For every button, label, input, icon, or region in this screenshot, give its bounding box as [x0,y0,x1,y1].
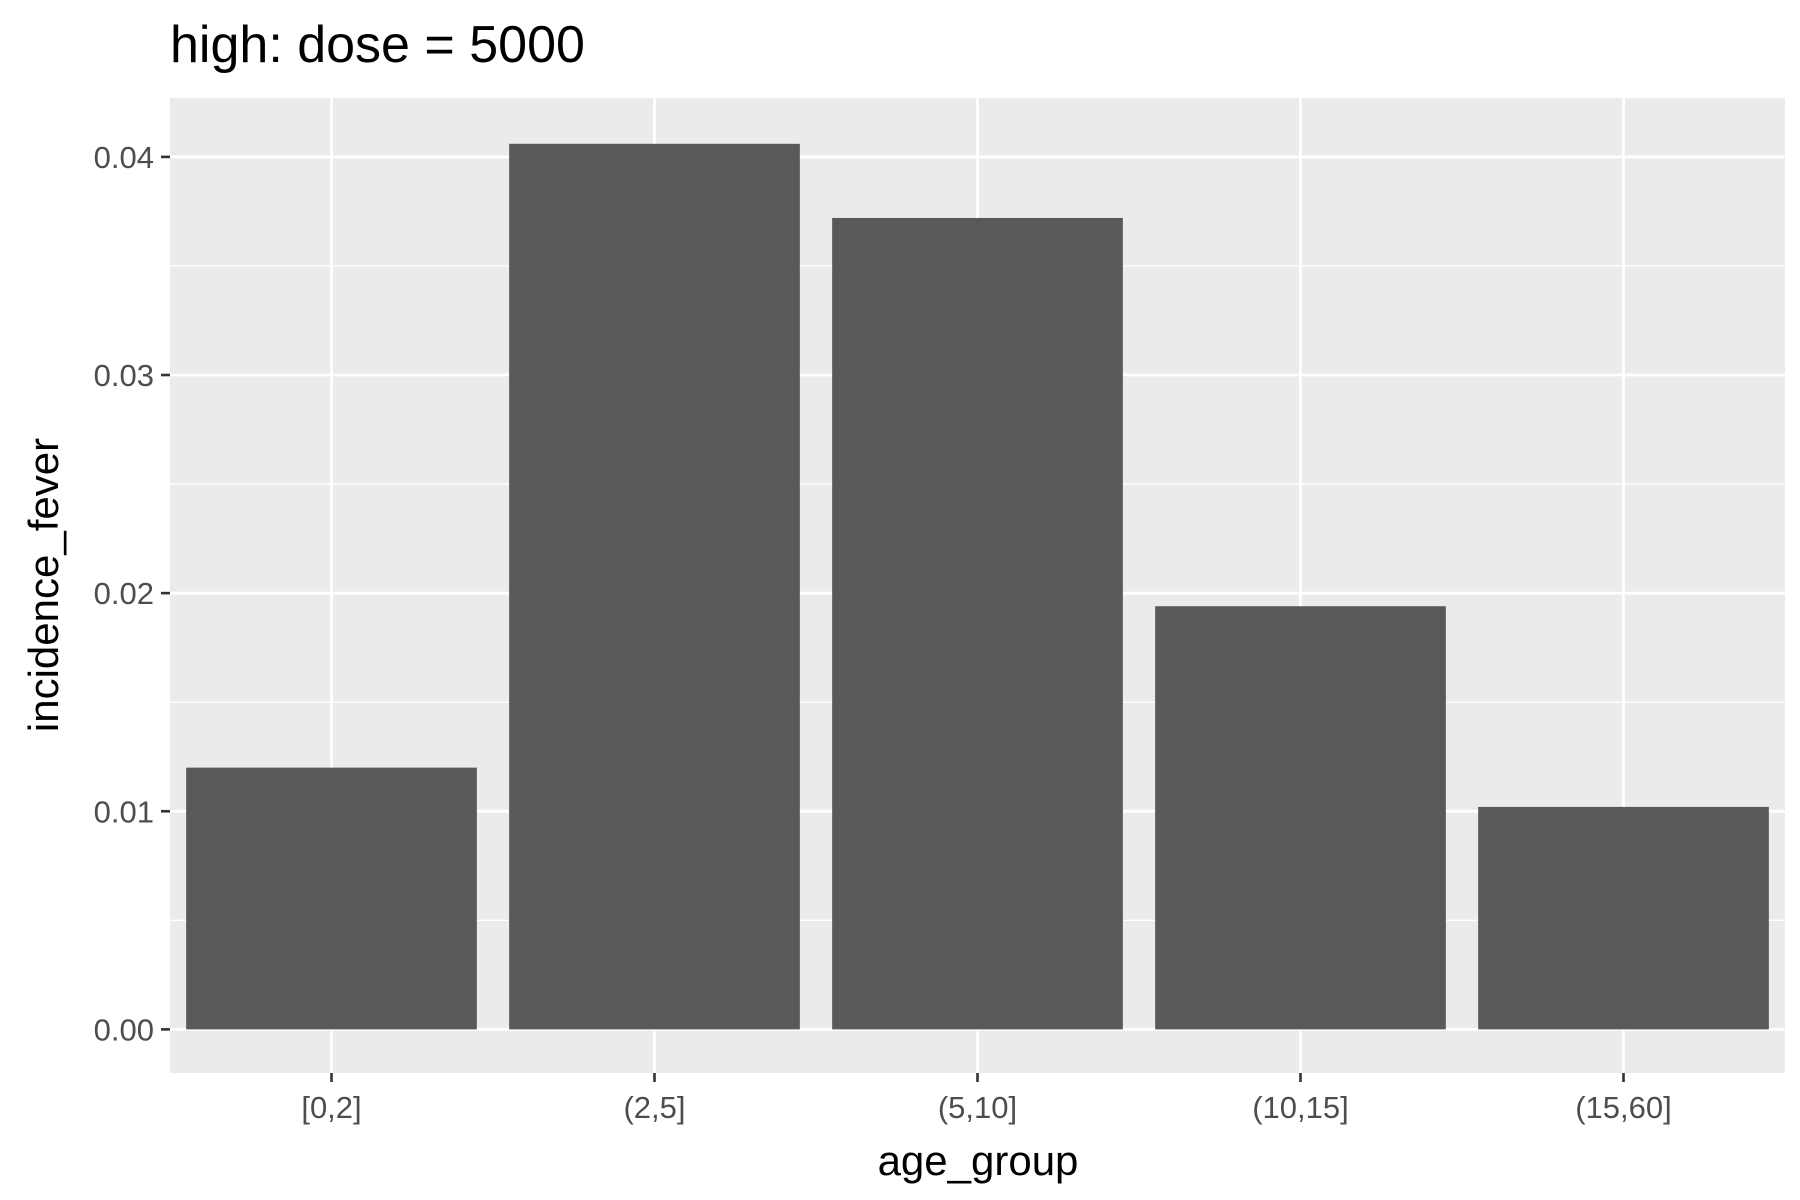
bars [186,143,1769,1030]
y-tick-label: 0.04 [94,140,154,175]
x-tick-label: (15,60] [1575,1090,1672,1125]
y-tick-label: 0.01 [94,794,154,829]
x-tick-label: [0,2] [301,1090,361,1125]
x-axis: [0,2] (2,5] (5,10] (10,15] (15,60] [301,1073,1672,1125]
y-axis-title: incidence_fever [20,438,67,732]
y-tick-label: 0.00 [94,1012,154,1047]
x-axis-title: age_group [878,1137,1079,1184]
x-tick-label: (2,5] [623,1090,685,1125]
y-tick-label: 0.03 [94,358,154,393]
y-tick-label: 0.02 [94,576,154,611]
x-tick-label: (10,15] [1252,1090,1349,1125]
x-tick-label: (5,10] [938,1090,1017,1125]
bar-2 [509,143,800,1030]
chart-title: high: dose = 5000 [170,16,585,74]
bar-4 [1155,606,1446,1030]
bar-1 [186,767,477,1030]
bar-5 [1478,806,1769,1030]
y-axis: 0.00 0.01 0.02 0.03 0.04 [94,140,170,1047]
bar-3 [832,217,1123,1030]
